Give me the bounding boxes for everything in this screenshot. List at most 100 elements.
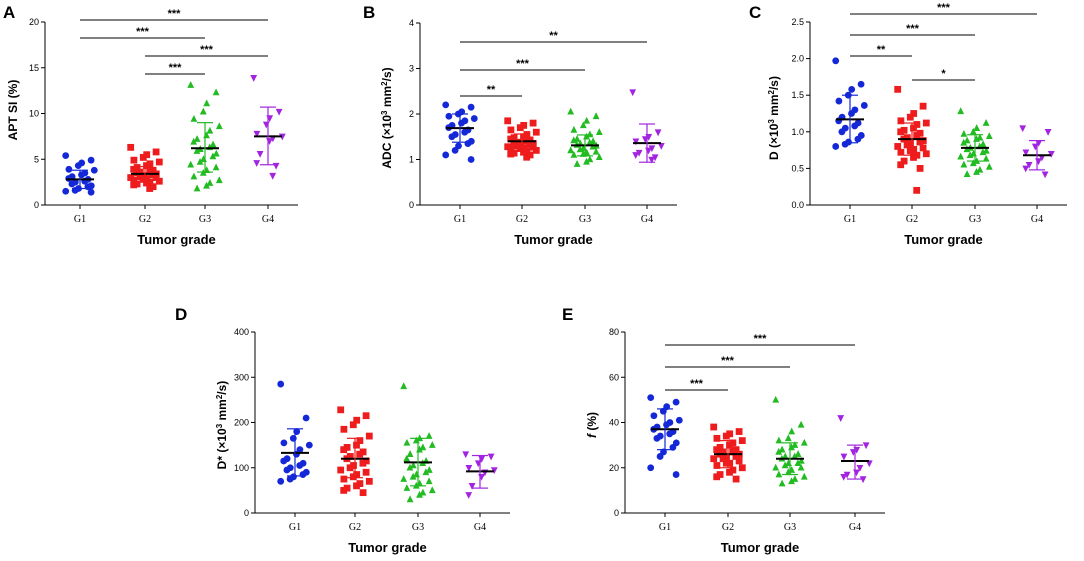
data-point	[362, 412, 370, 420]
data-point	[722, 432, 730, 440]
data-point	[349, 473, 357, 481]
data-point	[835, 97, 843, 105]
panel-letter: B	[363, 3, 375, 22]
significance-label: ***	[690, 378, 704, 390]
x-tick-label: G3	[579, 214, 591, 225]
data-point	[529, 119, 537, 127]
data-point	[735, 457, 743, 465]
data-point	[143, 162, 150, 170]
data-point	[337, 406, 345, 414]
data-point	[529, 140, 537, 147]
y-axis-label: D (×103 mm2/s)	[767, 76, 782, 160]
data-point	[523, 147, 531, 155]
data-point	[894, 85, 902, 93]
y-axis-label: D* (×103 mm2/s)	[215, 381, 230, 470]
significance-label: ***	[136, 26, 150, 38]
data-point	[903, 141, 911, 149]
data-point	[343, 484, 351, 492]
significance-label: ***	[168, 8, 182, 20]
data-point	[672, 471, 680, 478]
data-point	[190, 172, 198, 180]
y-tick-label: 0	[614, 508, 619, 518]
data-point	[353, 441, 360, 449]
y-tick-label: 20	[29, 17, 39, 27]
data-point	[203, 181, 210, 189]
data-point	[461, 128, 469, 136]
y-axis-label: ADC (×103 mm2/s)	[380, 67, 395, 168]
data-point	[286, 475, 294, 483]
data-point	[897, 128, 905, 136]
data-point	[797, 456, 805, 464]
data-point	[78, 171, 85, 179]
data-point	[985, 162, 993, 170]
data-point	[507, 135, 515, 143]
data-point	[788, 427, 796, 435]
panel-d: D 0 100 200 300 400 G1 G2 G3 G4 Tumor grade D* (×10…	[175, 305, 510, 555]
data-point	[262, 121, 270, 129]
data-point	[726, 468, 733, 476]
y-axis-label: f (%)	[585, 412, 599, 438]
data-point	[913, 121, 921, 128]
data-point	[139, 154, 147, 161]
x-tick-label: G4	[641, 214, 653, 225]
data-point	[130, 181, 138, 189]
x-tick-label: G4	[262, 214, 274, 225]
data-point	[428, 441, 436, 448]
data-point	[507, 150, 515, 158]
data-point	[832, 57, 840, 65]
data-point	[266, 115, 274, 123]
data-point	[87, 188, 95, 196]
significance-label: ***	[906, 23, 920, 35]
y-tick-label: 10	[29, 109, 39, 119]
data-point	[576, 145, 584, 153]
data-point	[910, 124, 917, 132]
data-point	[206, 179, 214, 186]
data-point	[428, 486, 436, 494]
data-point	[272, 162, 280, 170]
data-point	[900, 157, 908, 165]
data-point	[729, 466, 737, 474]
x-tick-label: G3	[199, 214, 211, 225]
data-point	[791, 452, 799, 460]
data-point	[713, 434, 721, 442]
data-point	[193, 135, 201, 142]
data-point	[586, 155, 594, 163]
data-point	[362, 468, 370, 476]
data-point	[570, 125, 578, 133]
data-point	[913, 186, 921, 194]
data-point	[448, 133, 456, 141]
panel-a: A 0 5 10 15 20 G1 G2 G3 G4 Tumor grade APT SI (%) **…	[3, 3, 298, 247]
data-point	[794, 450, 802, 457]
data-point	[337, 466, 345, 474]
data-point	[919, 102, 927, 110]
data-point	[468, 483, 476, 490]
significance-label: **	[877, 44, 886, 56]
data-point	[647, 464, 655, 472]
data-point	[465, 492, 473, 499]
data-point	[903, 134, 911, 142]
data-point	[283, 466, 291, 474]
data-point	[253, 130, 261, 138]
x-tick-label: G2	[139, 214, 151, 225]
data-point	[442, 151, 450, 159]
significance-label: ***	[516, 58, 530, 70]
data-point	[464, 140, 472, 147]
data-point	[442, 101, 450, 109]
data-point	[960, 160, 968, 168]
data-point	[152, 174, 160, 181]
data-point	[445, 112, 453, 120]
data-point	[155, 158, 163, 166]
panel-letter: A	[3, 3, 15, 22]
x-tick-label: G3	[969, 214, 981, 225]
data-point	[653, 434, 661, 442]
data-point	[462, 451, 470, 459]
data-point	[775, 447, 783, 455]
data-point	[190, 114, 198, 122]
data-point	[65, 165, 73, 173]
data-point	[340, 475, 348, 483]
data-point	[187, 81, 195, 88]
data-point	[838, 128, 846, 136]
data-point	[277, 380, 285, 388]
data-point	[196, 157, 204, 165]
